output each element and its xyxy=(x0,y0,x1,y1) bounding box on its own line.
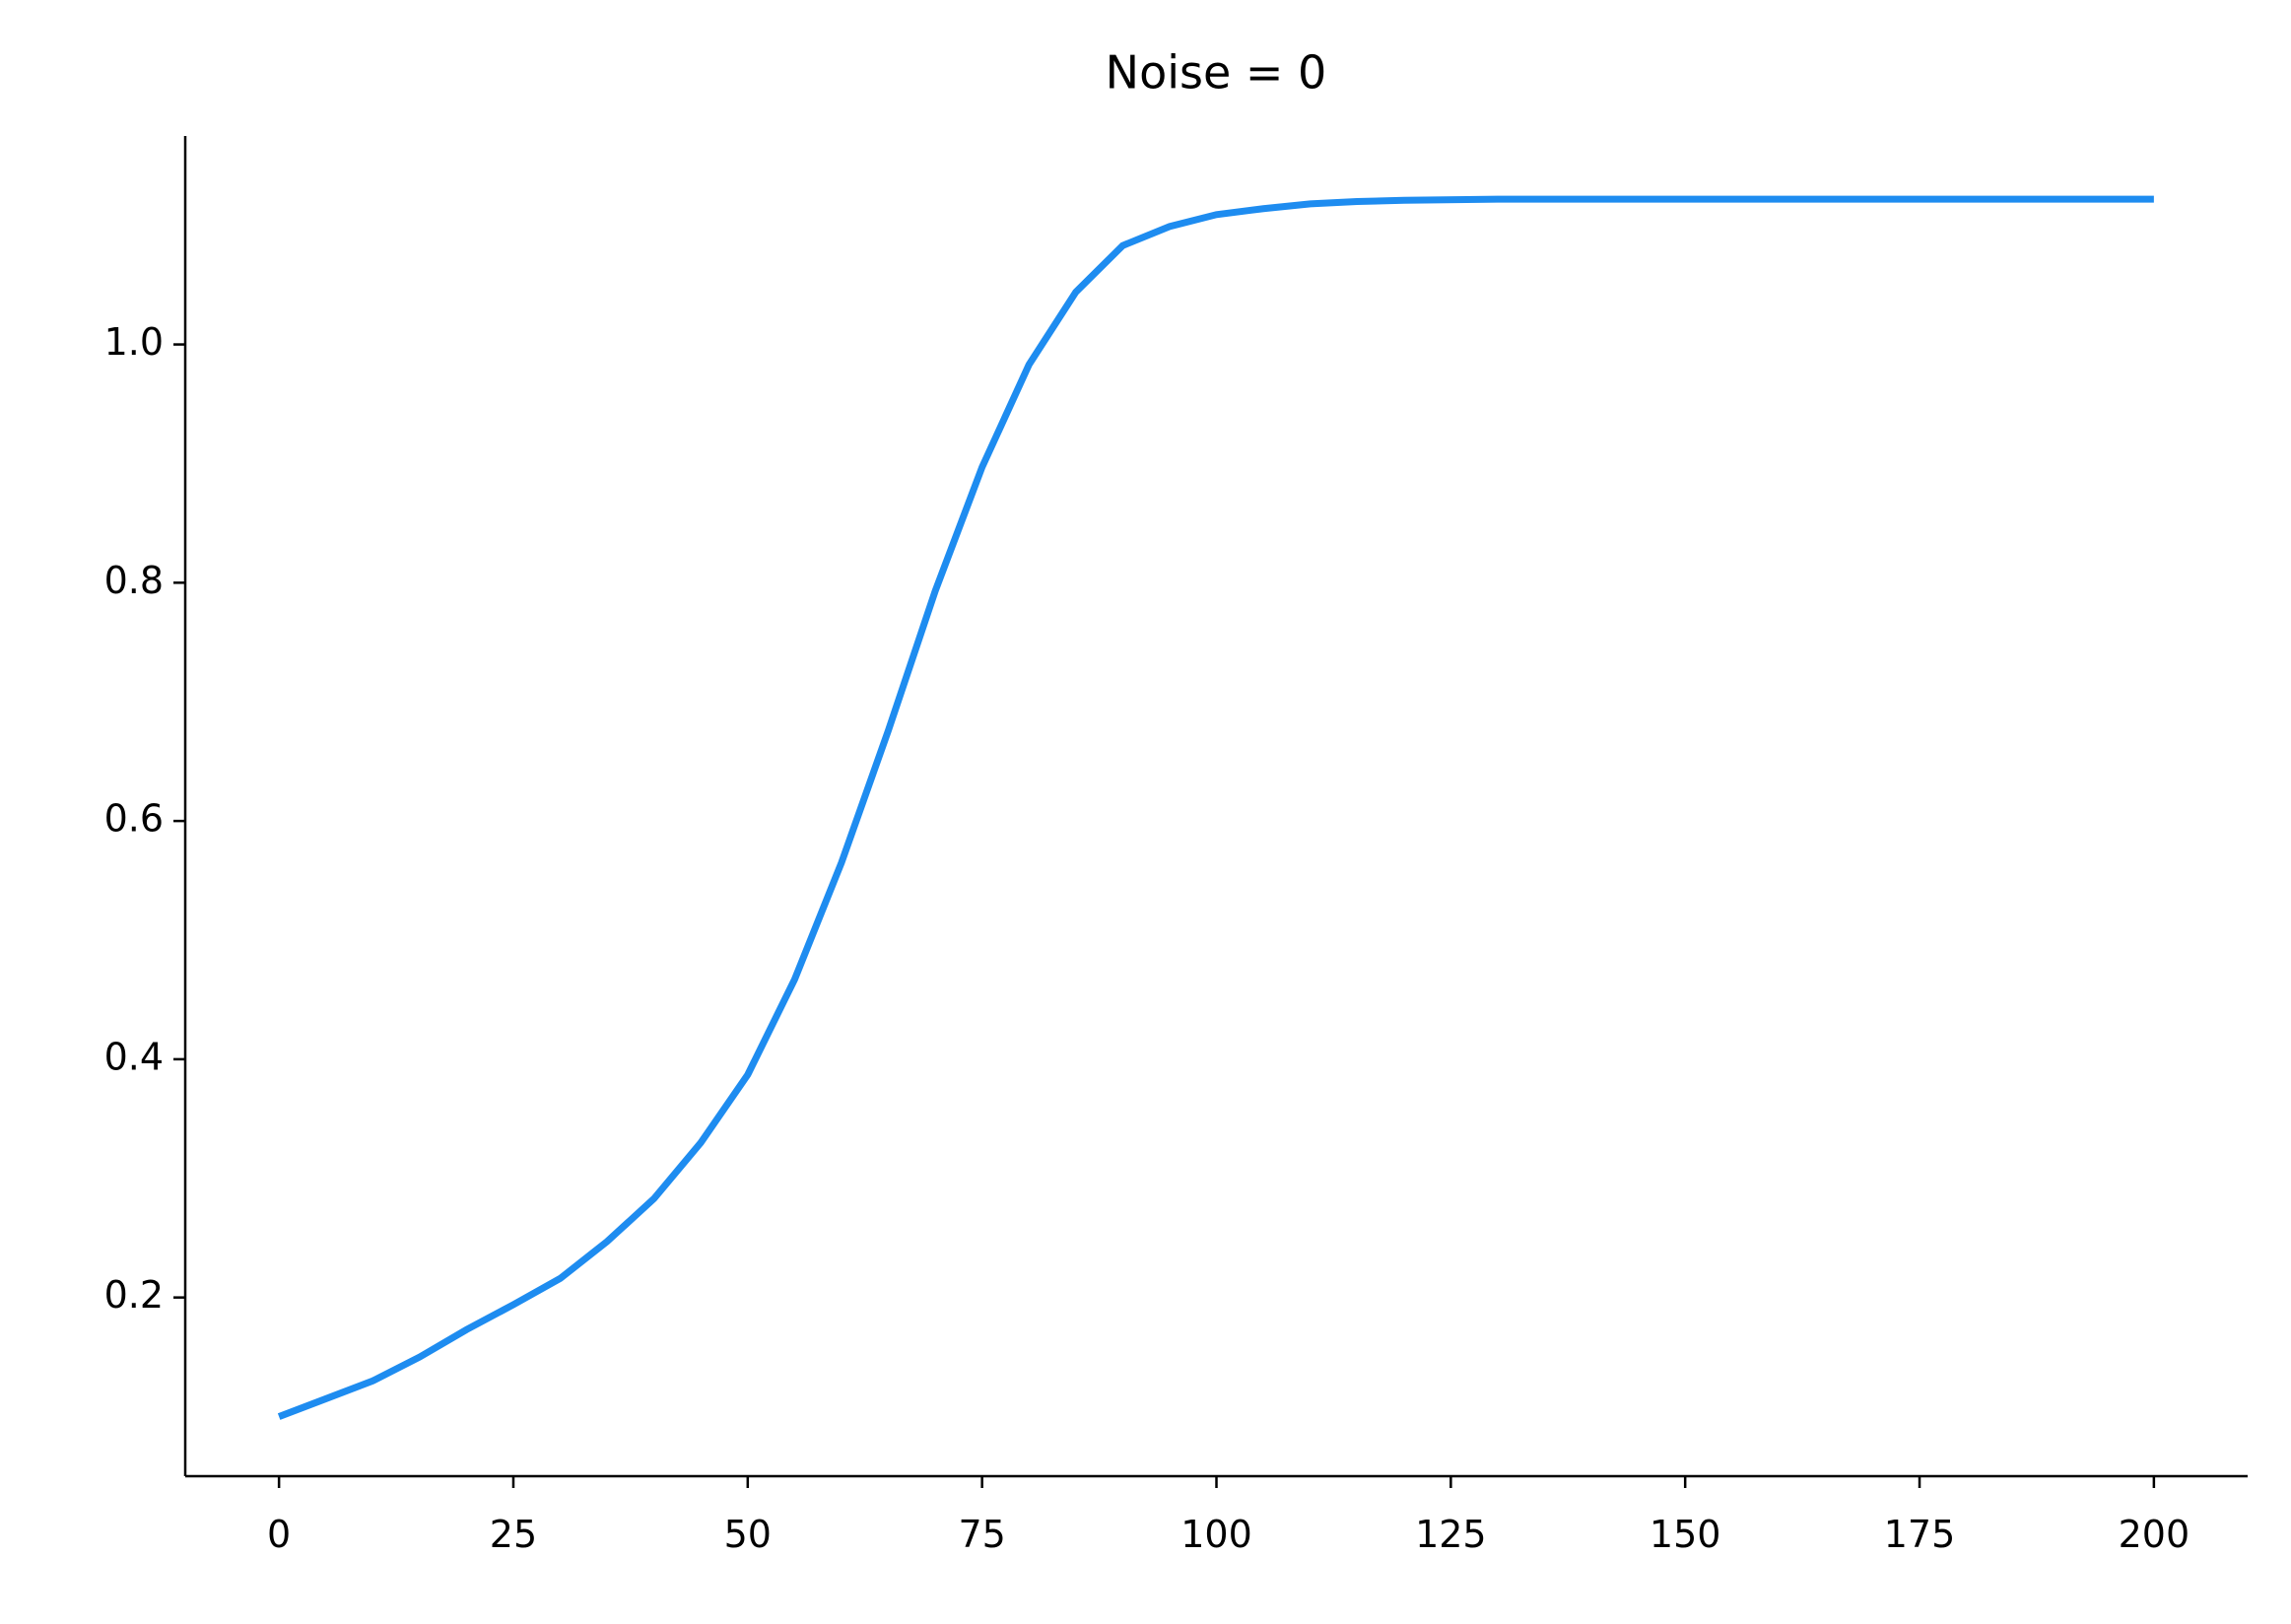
x-tick-label: 75 xyxy=(958,1513,1005,1556)
data-line xyxy=(277,195,2154,1420)
y-tick-label: 1.0 xyxy=(104,320,164,364)
x-tick-label: 0 xyxy=(267,1513,291,1556)
x-tick-label: 100 xyxy=(1180,1513,1252,1556)
chart-title: Noise = 0 xyxy=(1106,46,1327,100)
y-tick-label: 0.2 xyxy=(104,1273,164,1317)
x-tick-label: 200 xyxy=(2119,1513,2190,1556)
x-tick-label: 150 xyxy=(1650,1513,1721,1556)
x-tick-label: 50 xyxy=(724,1513,772,1556)
x-tick-label: 125 xyxy=(1415,1513,1487,1556)
x-tick-label: 25 xyxy=(490,1513,537,1556)
y-tick-label: 0.4 xyxy=(104,1035,164,1078)
y-tick-label: 0.6 xyxy=(104,797,164,841)
y-tick-label: 0.8 xyxy=(104,559,164,602)
x-tick-label: 175 xyxy=(1884,1513,1956,1556)
